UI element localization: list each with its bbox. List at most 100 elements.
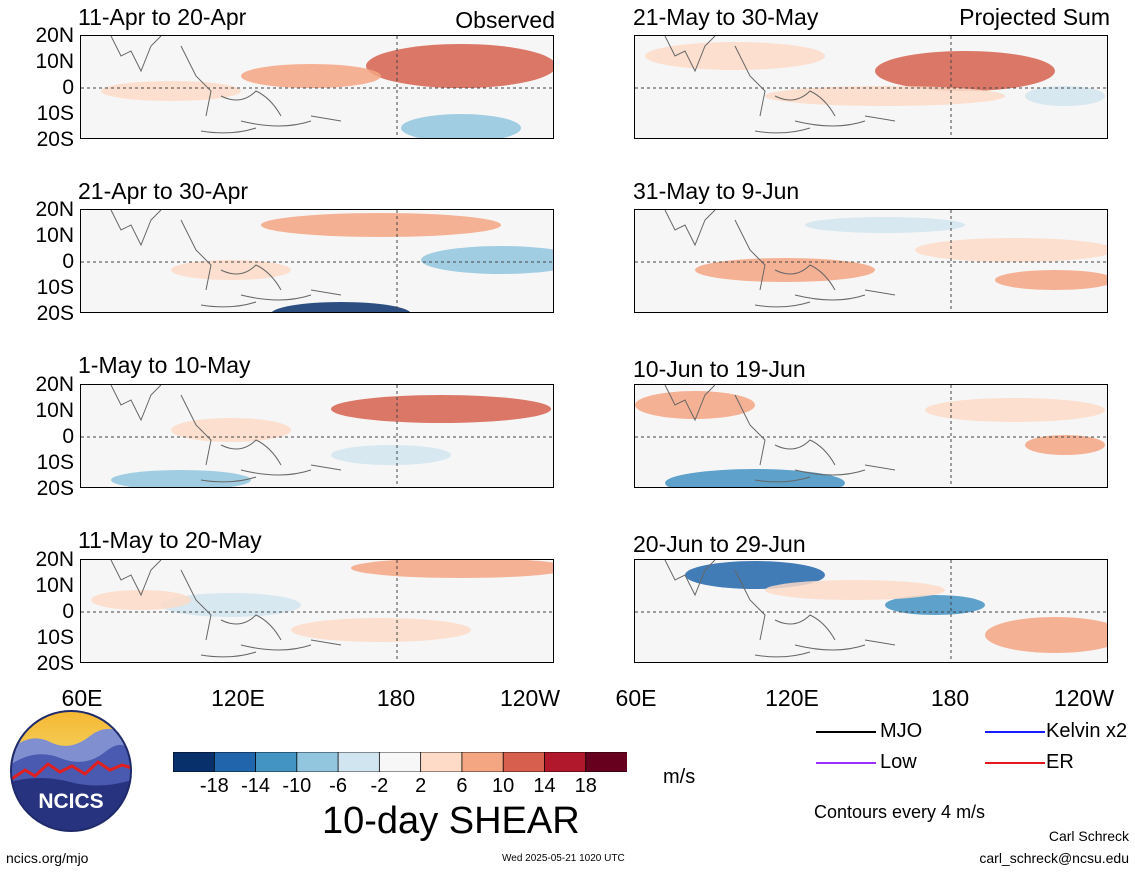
- legend-line-low: [816, 762, 876, 764]
- panel-title: 11-May to 20-May: [78, 527, 262, 553]
- latitude-label: 20N: [35, 198, 74, 221]
- latitude-label: 10N: [35, 50, 74, 73]
- legend-label-mjo: MJO: [880, 720, 923, 742]
- colorbar-tick-label: 2: [415, 775, 427, 797]
- shear-anomaly-region: [875, 51, 1055, 91]
- shear-anomaly-region: [885, 595, 985, 615]
- map-panel: [80, 35, 554, 139]
- colorbar-tick-label: -10: [282, 775, 312, 797]
- map-shading: [81, 560, 553, 662]
- panel-title: 1-May to 10-May: [78, 352, 251, 378]
- latitude-label: 0: [62, 250, 74, 273]
- shear-anomaly-region: [805, 217, 965, 233]
- legend-line-kelvin: [985, 731, 1045, 733]
- coastline: [110, 210, 342, 308]
- coastline: [110, 36, 342, 134]
- latitude-label: 20N: [35, 373, 74, 396]
- longitude-label: 60E: [615, 685, 657, 711]
- map-panel: [634, 209, 1108, 313]
- latitude-label: 20N: [35, 548, 74, 571]
- shear-anomaly-region: [101, 81, 241, 101]
- shear-anomaly-region: [1025, 86, 1105, 106]
- map-panel: [634, 559, 1108, 663]
- panel-title: 31-May to 9-Jun: [633, 178, 800, 204]
- panel-title: 20-Jun to 29-Jun: [633, 531, 806, 557]
- colorbar-swatch: [172, 751, 216, 773]
- shear-anomaly-region: [91, 590, 191, 610]
- latitude-label: 10N: [35, 399, 74, 422]
- longitude-label: 180: [930, 685, 970, 711]
- shear-anomaly-region: [635, 391, 755, 419]
- map-panel: [634, 35, 1108, 139]
- colorbar-swatch: [213, 751, 257, 773]
- shear-anomaly-region: [351, 560, 553, 578]
- shear-anomaly-region: [331, 395, 551, 423]
- colorbar-tick-label: 14: [533, 775, 556, 797]
- colorbar-tick-label: -6: [329, 775, 347, 797]
- colorbar-tick-label: 6: [456, 775, 468, 797]
- map-panel: [80, 559, 554, 663]
- panel-title: 21-May to 30-May: [633, 4, 819, 30]
- shear-anomaly-region: [915, 238, 1107, 262]
- map-shading: [635, 36, 1107, 138]
- legend-line-er: [985, 762, 1045, 764]
- colorbar-tick-label: 18: [574, 775, 597, 797]
- colorbar-swatch: [585, 751, 628, 773]
- shear-anomaly-region: [171, 260, 291, 280]
- colorbar: [172, 751, 628, 773]
- footer-url[interactable]: ncics.org/mjo: [6, 850, 89, 866]
- projected-label: Projected Sum: [959, 4, 1110, 30]
- shear-anomaly-region: [645, 42, 825, 70]
- shear-anomaly-region: [685, 561, 825, 589]
- coastline: [664, 36, 896, 134]
- latitude-label: 20S: [36, 652, 74, 675]
- map-panel: [80, 384, 554, 488]
- coastline: [110, 385, 342, 483]
- latitude-label: 10S: [36, 626, 74, 649]
- colorbar-units: m/s: [663, 766, 696, 788]
- shear-anomaly-region: [401, 114, 521, 138]
- footer-email[interactable]: carl_schreck@ncsu.edu: [979, 850, 1129, 866]
- shear-anomaly-region: [331, 445, 451, 465]
- longitude-label: 120W: [1053, 685, 1115, 711]
- legend-label-low: Low: [880, 751, 917, 773]
- colorbar-swatch: [378, 751, 422, 773]
- map-shading: [635, 560, 1107, 662]
- shear-anomaly-region: [1025, 435, 1105, 455]
- contours-note: Contours every 4 m/s: [814, 802, 986, 822]
- longitude-label: 120E: [765, 685, 819, 711]
- map-shading: [81, 36, 553, 138]
- legend-label-kelvin: Kelvin x2: [1046, 720, 1128, 742]
- shear-anomaly-region: [665, 469, 845, 487]
- colorbar-swatch: [420, 751, 463, 773]
- longitude-label: 60E: [61, 685, 103, 711]
- shear-anomaly-region: [765, 580, 945, 600]
- ncics-logo: NCICS: [10, 710, 132, 832]
- map-panel: [80, 209, 554, 313]
- colorbar-tick-label: -2: [370, 775, 389, 797]
- latitude-label: 0: [62, 600, 74, 623]
- colorbar-swatch: [544, 751, 587, 773]
- latitude-label: 0: [62, 76, 74, 99]
- map-shading: [81, 385, 553, 487]
- shear-anomaly-region: [695, 258, 875, 282]
- observed-label: Observed: [455, 7, 555, 33]
- shear-anomaly-region: [765, 86, 1005, 106]
- logo-text: NCICS: [38, 790, 103, 813]
- shear-anomaly-region: [171, 418, 291, 442]
- shear-anomaly-region: [271, 302, 411, 312]
- shear-anomaly-region: [366, 44, 553, 88]
- shear-anomaly-region: [291, 618, 471, 642]
- longitude-label: 120W: [499, 685, 561, 711]
- latitude-label: 10S: [36, 276, 74, 299]
- shear-anomaly-region: [261, 213, 501, 237]
- longitude-label: 120E: [211, 685, 265, 711]
- longitude-label: 180: [376, 685, 416, 711]
- latitude-label: 10N: [35, 574, 74, 597]
- latitude-label: 10S: [36, 102, 74, 125]
- coastline: [664, 210, 896, 308]
- panel-title: 10-Jun to 19-Jun: [633, 356, 806, 382]
- latitude-label: 0: [62, 425, 74, 448]
- coastline: [664, 560, 896, 658]
- colorbar-swatch: [461, 751, 505, 773]
